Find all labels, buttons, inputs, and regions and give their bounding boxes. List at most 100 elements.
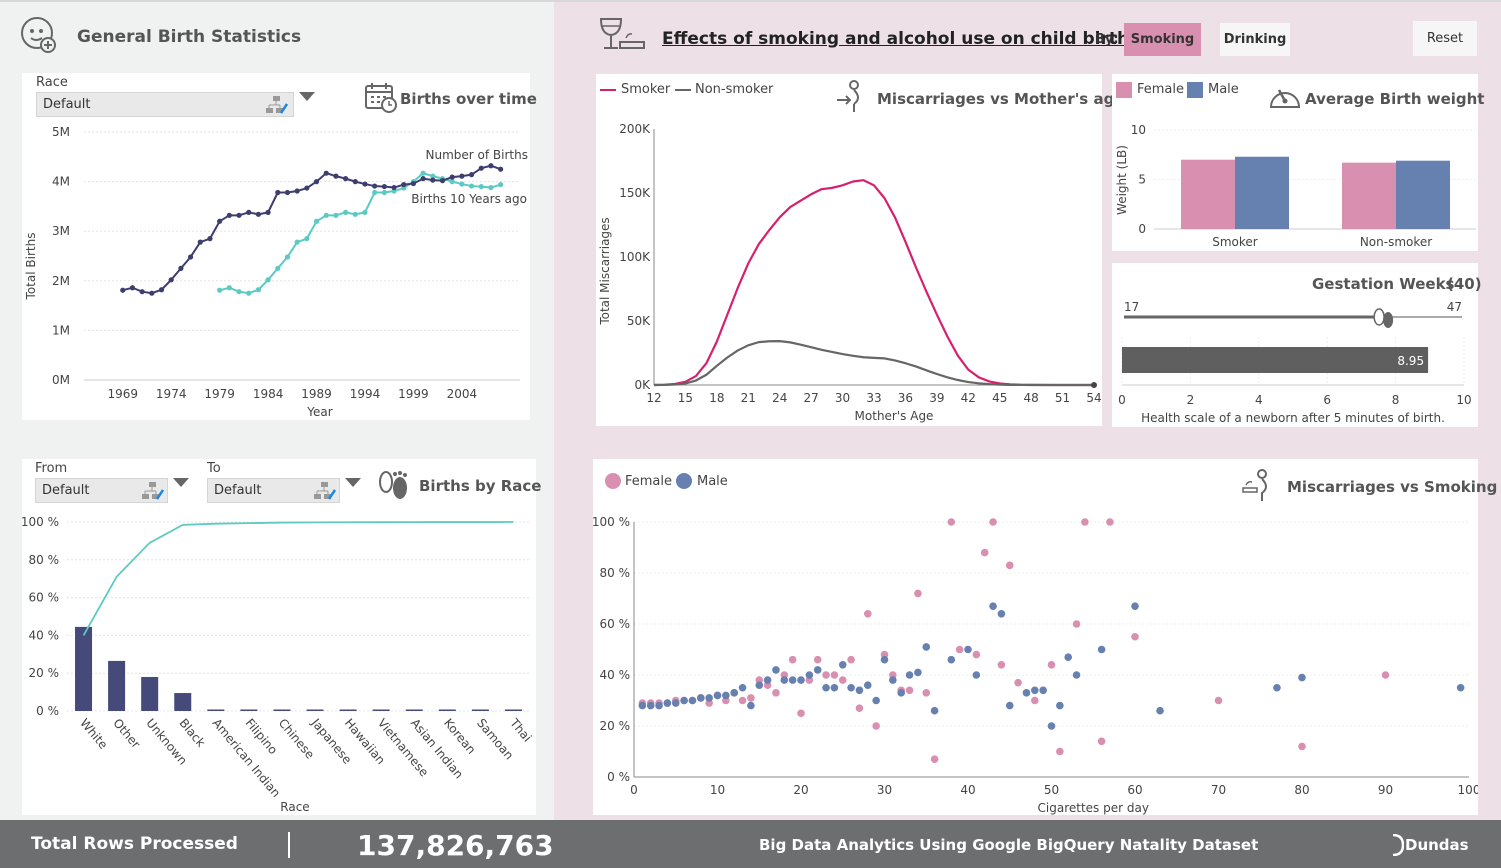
dundas-logo-icon	[1392, 833, 1405, 857]
data-point	[705, 694, 713, 702]
data-point	[855, 686, 864, 695]
x-axis-label: Health scale of a newborn after 5 minute…	[1141, 411, 1445, 425]
data-point	[1039, 686, 1047, 695]
x-tick-label: 0	[1118, 393, 1126, 407]
bar	[273, 709, 291, 711]
gestation-chart: 17 47 8.95 0 2 4 6 8 10 Health scale of a newborn…	[1118, 300, 1471, 425]
male-legend-label: Male	[697, 474, 728, 489]
y-tick-label: 40 %	[600, 668, 631, 682]
bar	[75, 626, 93, 711]
bar	[207, 709, 225, 711]
data-point	[139, 289, 145, 295]
female-legend-swatch	[1116, 82, 1132, 98]
data-point	[488, 163, 494, 169]
bar	[240, 709, 258, 711]
reset-button[interactable]: Reset	[1413, 21, 1477, 56]
x-tick-label: 8	[1392, 393, 1400, 407]
bar	[438, 709, 456, 711]
data-point	[372, 183, 378, 189]
to-dropdown-arrow[interactable]	[345, 478, 361, 487]
gestation-title: Gestation Weeks	[1312, 275, 1455, 293]
birth-weight-title: Average Birth weight	[1305, 90, 1485, 108]
bar	[306, 709, 324, 711]
bar	[504, 709, 522, 711]
data-point	[459, 181, 465, 187]
bar	[1235, 156, 1289, 229]
x-tick-label: 40	[960, 783, 975, 797]
footer-caption: Big Data Analytics Using Google BigQuery…	[759, 836, 1259, 854]
race-filter-dropdown[interactable]: Default	[36, 92, 294, 117]
y-tick-label: 100 %	[22, 515, 59, 529]
data-point	[381, 189, 387, 196]
data-point	[207, 236, 213, 242]
data-point	[797, 709, 805, 718]
data-point	[830, 671, 839, 679]
data-point	[333, 212, 339, 218]
data-point	[713, 691, 722, 700]
x-axis-label: Year	[306, 405, 332, 419]
data-point	[236, 212, 242, 218]
bar	[339, 709, 357, 711]
bar	[141, 676, 159, 711]
to-filter-value: Default	[214, 483, 262, 498]
data-point	[449, 174, 455, 180]
slider-handle-footprint-icon	[1373, 308, 1385, 326]
data-point	[352, 211, 358, 217]
data-point	[864, 610, 872, 618]
data-point	[655, 701, 663, 710]
hierarchy-icon	[314, 482, 337, 500]
x-axis-label: Cigarettes per day	[1038, 801, 1149, 815]
gestation-panel	[1112, 263, 1478, 427]
data-point	[822, 671, 830, 679]
data-point	[797, 676, 805, 684]
bar	[1342, 162, 1396, 229]
data-point	[1031, 686, 1039, 695]
baby-icon	[20, 16, 58, 54]
data-point	[905, 671, 914, 679]
race-filter-label: Race	[36, 75, 68, 90]
x-tick-label: Smoker	[1212, 235, 1258, 249]
data-point	[788, 676, 797, 684]
drinking-button[interactable]: Drinking	[1220, 23, 1290, 56]
hierarchy-icon	[142, 482, 165, 500]
smoking-button[interactable]: Smoking	[1124, 23, 1201, 56]
data-point	[830, 683, 839, 692]
data-point	[275, 189, 281, 196]
data-point	[1097, 737, 1106, 746]
data-point	[284, 254, 291, 260]
bar	[108, 660, 126, 711]
data-point	[1056, 747, 1064, 756]
x-tick-label: 70	[1211, 783, 1226, 797]
x-tick-label: 27	[804, 391, 819, 405]
from-filter-value: Default	[42, 483, 90, 498]
x-tick-label: 1979	[204, 387, 235, 401]
data-point	[813, 666, 822, 674]
data-point	[449, 179, 455, 185]
x-tick-label: 2	[1187, 393, 1195, 407]
y-tick-label: 0 %	[36, 704, 59, 718]
race-dropdown-arrow[interactable]	[299, 92, 315, 101]
footer-bar: Total Rows Processed 137,826,763 Big Dat…	[0, 820, 1501, 868]
data-point	[168, 277, 174, 283]
data-point	[488, 184, 494, 191]
series-end-point	[1091, 382, 1097, 388]
miscarriages-smoking-panel	[593, 459, 1478, 815]
left-section-title: General Birth Statistics	[77, 27, 302, 47]
from-dropdown-arrow[interactable]	[173, 478, 189, 487]
data-point	[730, 689, 738, 697]
smoker-legend-label: Smoker	[621, 82, 671, 97]
data-point	[1456, 683, 1465, 692]
male-legend-label: Male	[1208, 82, 1239, 97]
data-point	[972, 650, 981, 659]
births-by-race-chart: 0 %20 %40 %60 %80 %100 %White Other Unknow…	[22, 515, 534, 814]
data-point	[439, 178, 446, 184]
x-tick-label: 50	[1044, 783, 1059, 797]
series-annotation: Births 10 Years ago	[411, 192, 527, 206]
x-tick-label: 45	[992, 391, 1007, 405]
data-point	[343, 176, 349, 182]
non-smoker-legend-label: Non-smoker	[695, 82, 774, 97]
y-tick-label: 0 %	[607, 770, 630, 784]
data-point	[947, 655, 956, 664]
y-tick-label: 10	[1131, 123, 1146, 137]
data-point	[478, 165, 484, 171]
